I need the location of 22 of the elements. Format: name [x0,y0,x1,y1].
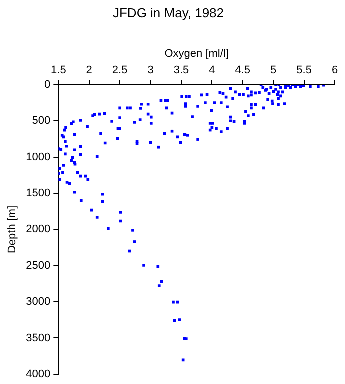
y-tick-label: 2500 [26,260,51,272]
y-tick-label: 0 [44,79,51,92]
chart-title: JFDG in May, 1982 [112,5,224,20]
x-tick-label: 4 [209,64,216,76]
x-tick-label: 5 [270,64,277,76]
y-tick-label: 500 [32,115,51,128]
x-tick-label: 2.5 [112,64,128,76]
x-tick-label: 3.5 [174,64,190,76]
x-tick-label: 5.5 [296,64,312,76]
y-axis-title: Depth [m] [6,206,19,254]
x-tick-label: 3 [148,64,154,76]
x-tick-label: 6 [332,64,338,76]
x-tick-label: 2 [86,64,92,76]
y-tick-label: 1000 [26,151,51,164]
x-axis-title: Oxygen [ml/l] [164,48,229,60]
y-tick-label: 3500 [26,332,51,344]
y-tick-label: 3000 [26,296,51,308]
y-tick-label: 2000 [26,224,51,236]
y-tick-label: 1500 [26,188,51,200]
x-tick-label: 4.5 [235,64,251,76]
y-tick-label: 4000 [26,368,51,380]
x-tick-label: 1.5 [51,64,66,76]
